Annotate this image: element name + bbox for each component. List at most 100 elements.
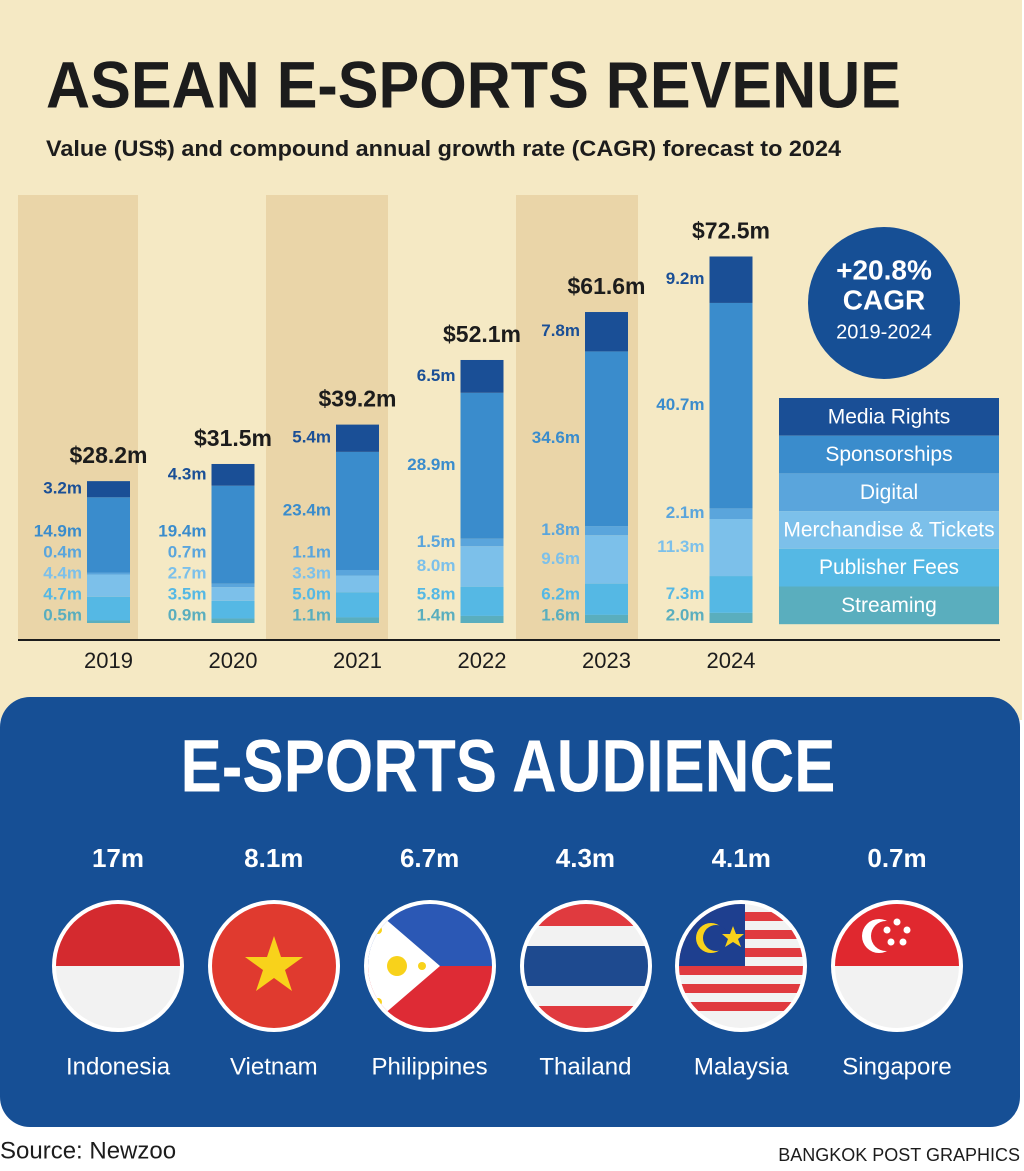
bar-segment bbox=[87, 481, 130, 498]
country-label: Singapore bbox=[842, 1053, 951, 1080]
bar-segment bbox=[709, 302, 753, 509]
source: Source: Newzoo bbox=[0, 1137, 176, 1164]
segment-label: 9.2m bbox=[666, 269, 705, 288]
bar-segment bbox=[336, 451, 379, 570]
segment-label: 40.7m bbox=[656, 395, 704, 414]
total-label: $39.2m bbox=[318, 386, 396, 412]
bar-segment bbox=[585, 526, 628, 536]
bar-segment bbox=[585, 583, 628, 615]
segment-label: 11.3m bbox=[657, 537, 704, 556]
segment-label: 5.4m bbox=[292, 428, 331, 447]
x-tick-label: 2021 bbox=[333, 648, 382, 673]
flag-vietnam bbox=[208, 900, 340, 1032]
audience-title: E-SPORTS AUDIENCE bbox=[181, 725, 836, 808]
segment-label: 5.8m bbox=[417, 584, 456, 603]
segment-label: 1.1m bbox=[292, 605, 331, 624]
segment-label: 14.9m bbox=[34, 521, 82, 540]
audience-value: 0.7m bbox=[867, 843, 926, 873]
audience-value: 6.7m bbox=[400, 843, 459, 873]
x-tick-label: 2019 bbox=[84, 648, 133, 673]
segment-label: 0.5m bbox=[43, 605, 82, 624]
segment-label: 1.4m bbox=[417, 605, 456, 624]
bar-segment bbox=[460, 615, 504, 623]
country-label: Vietnam bbox=[230, 1053, 318, 1080]
bar-segment bbox=[585, 351, 628, 527]
legend-swatch bbox=[779, 548, 999, 587]
bar-segment bbox=[87, 596, 130, 621]
cagr-period: 2019-2024 bbox=[836, 321, 932, 343]
segment-label: 6.2m bbox=[541, 584, 580, 603]
audience-value: 8.1m bbox=[244, 843, 303, 873]
audience-value: 17m bbox=[92, 843, 144, 873]
flag-singapore bbox=[831, 900, 963, 1032]
cagr-badge bbox=[808, 227, 960, 379]
flag-malaysia bbox=[675, 900, 807, 1032]
segment-label: 3.5m bbox=[168, 584, 207, 603]
cagr-value: +20.8% bbox=[836, 254, 932, 285]
bar-segment bbox=[87, 572, 130, 575]
bar-segment bbox=[336, 575, 379, 593]
flag-thailand bbox=[520, 900, 652, 1032]
total-label: $61.6m bbox=[567, 273, 645, 299]
country-label: Philippines bbox=[372, 1053, 488, 1080]
bar-segment bbox=[460, 359, 504, 393]
segment-label: 28.9m bbox=[407, 455, 455, 474]
flag-indonesia bbox=[52, 900, 184, 1032]
bar-segment bbox=[460, 538, 504, 547]
segment-label: 0.7m bbox=[168, 542, 207, 561]
x-tick-label: 2020 bbox=[209, 648, 258, 673]
bar-segment bbox=[211, 618, 255, 623]
segment-label: 19.4m bbox=[158, 521, 206, 540]
segment-label: 4.3m bbox=[168, 464, 207, 483]
segment-label: 2.0m bbox=[666, 605, 705, 624]
bar-segment bbox=[336, 569, 379, 576]
country-label: Indonesia bbox=[66, 1053, 171, 1080]
bar-segment bbox=[460, 392, 504, 539]
bar-segment bbox=[709, 256, 753, 303]
segment-label: 3.3m bbox=[292, 563, 331, 582]
bar-segment bbox=[211, 485, 255, 584]
credit: BANGKOK POST GRAPHICS bbox=[778, 1145, 1020, 1165]
segment-label: 1.1m bbox=[292, 542, 331, 561]
segment-label: 1.8m bbox=[541, 520, 580, 539]
bar-segment bbox=[87, 497, 130, 573]
legend-swatch bbox=[779, 586, 999, 625]
segment-label: 5.0m bbox=[292, 584, 331, 603]
bar-segment bbox=[87, 574, 130, 597]
legend-label: Digital bbox=[860, 481, 918, 504]
bar-segment bbox=[585, 312, 628, 352]
segment-label: 9.6m bbox=[541, 549, 580, 568]
legend-swatch bbox=[779, 473, 999, 512]
country-label: Malaysia bbox=[694, 1053, 789, 1080]
segment-label: 1.5m bbox=[417, 532, 456, 551]
segment-label: 2.7m bbox=[168, 563, 207, 582]
legend-swatch bbox=[779, 398, 999, 436]
total-label: $31.5m bbox=[194, 425, 272, 451]
x-tick-label: 2023 bbox=[582, 648, 631, 673]
segment-label: 0.4m bbox=[43, 542, 82, 561]
bar-segment bbox=[211, 587, 255, 601]
bar-segment bbox=[336, 617, 379, 623]
total-label: $52.1m bbox=[443, 321, 521, 347]
segment-label: 23.4m bbox=[283, 500, 331, 519]
segment-label: 2.1m bbox=[666, 503, 705, 522]
bar-segment bbox=[709, 576, 753, 613]
x-tick-label: 2022 bbox=[458, 648, 507, 673]
audience-value: 4.3m bbox=[556, 843, 615, 873]
bar-segment bbox=[460, 586, 504, 616]
bar-segment bbox=[211, 600, 255, 619]
audience-value: 4.1m bbox=[712, 843, 771, 873]
subtitle: Value (US$) and compound annual growth r… bbox=[46, 136, 842, 161]
legend-label: Merchandise & Tickets bbox=[783, 518, 994, 541]
legend-swatch bbox=[779, 435, 999, 474]
bar-segment bbox=[585, 535, 628, 584]
country-label: Thailand bbox=[539, 1053, 631, 1080]
segment-label: 8.0m bbox=[417, 556, 456, 575]
bar-segment bbox=[211, 583, 255, 588]
total-label: $28.2m bbox=[69, 442, 147, 468]
bar-segment bbox=[709, 508, 753, 520]
legend-swatch bbox=[779, 511, 999, 549]
total-label: $72.5m bbox=[692, 218, 770, 244]
